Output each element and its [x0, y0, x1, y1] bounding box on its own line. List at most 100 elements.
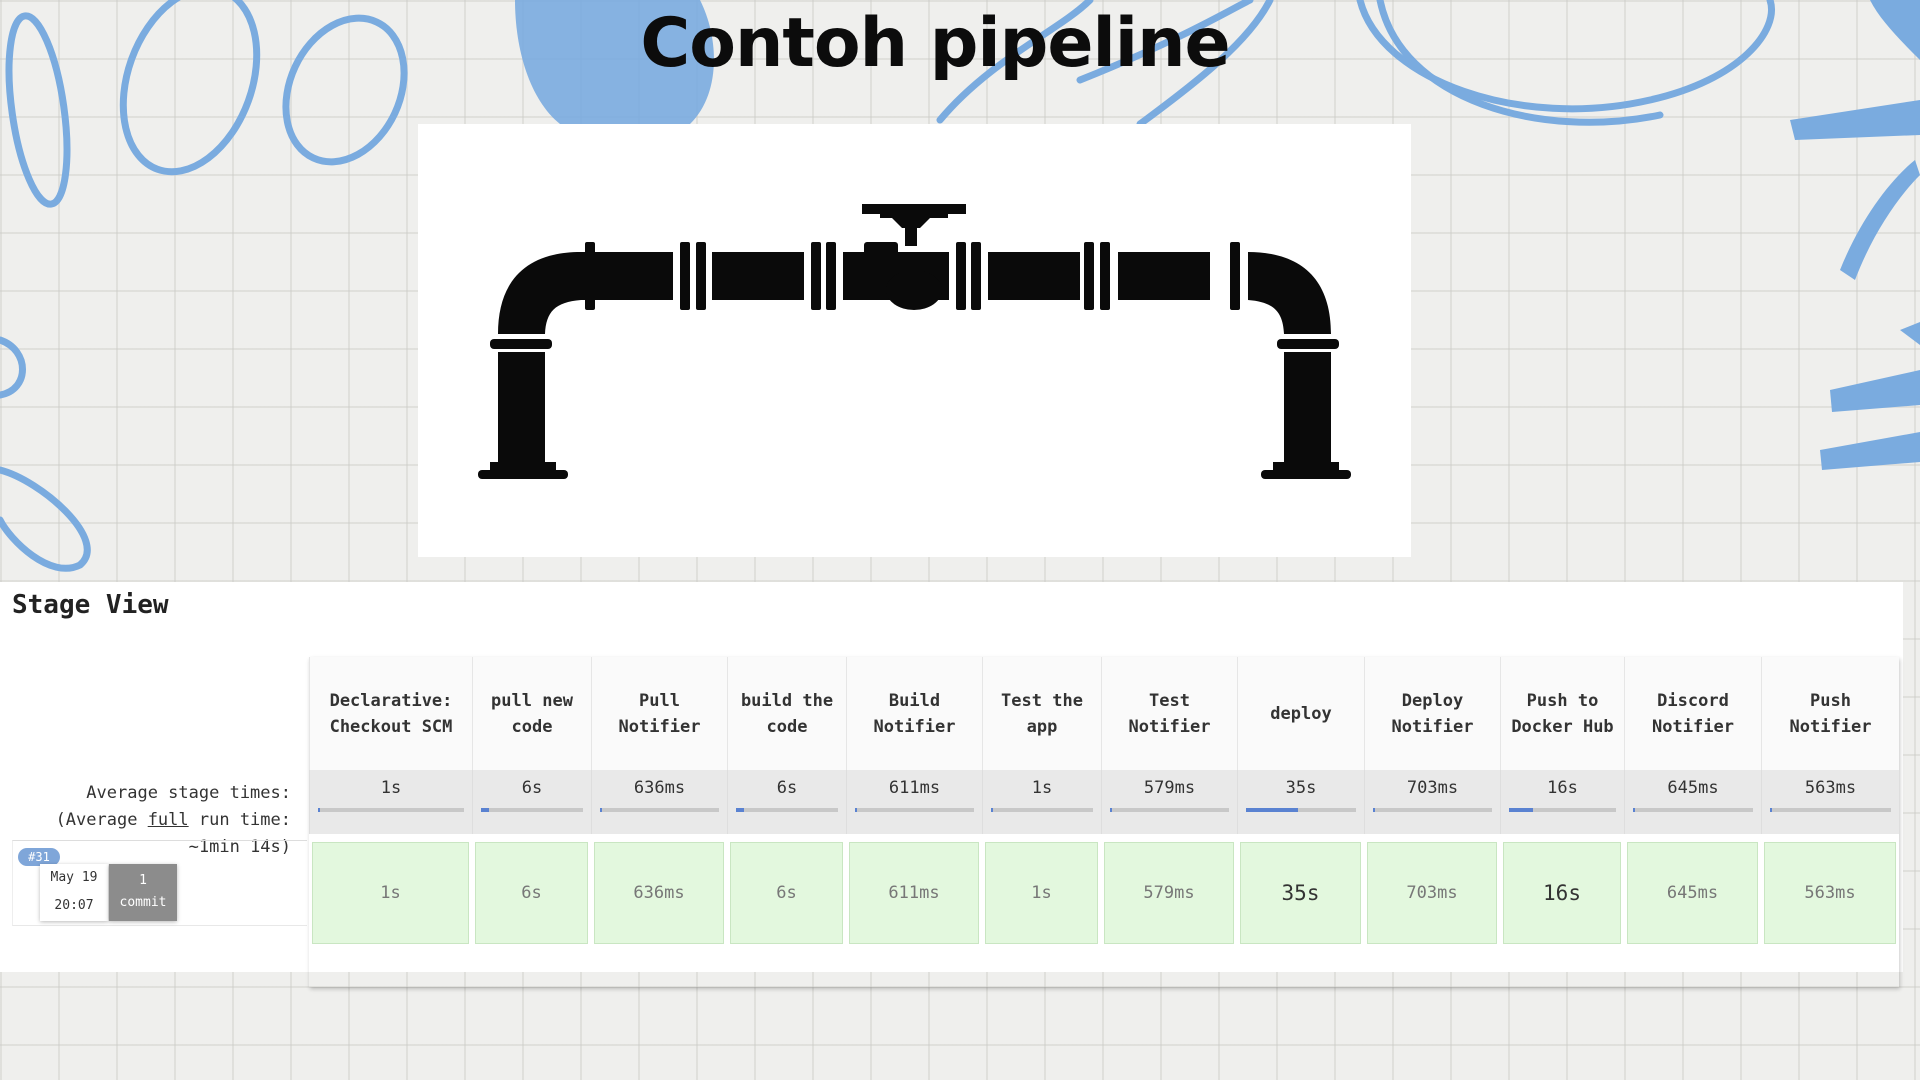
stage-header: pull new code — [472, 657, 591, 770]
stage-duration-bar — [318, 808, 464, 812]
stage-header: Push Notifier — [1761, 657, 1899, 770]
stage-duration-bar-fill — [1509, 808, 1533, 812]
stage-result-cell[interactable]: 579ms — [1104, 842, 1234, 944]
stage-average: 6s — [472, 770, 591, 834]
average-prefix-text: (Average — [55, 810, 148, 830]
stage-column: Discord Notifier 645ms 645ms — [1624, 657, 1761, 947]
stage-duration-bar — [1770, 808, 1891, 812]
stage-name: Pull Notifier — [618, 690, 701, 737]
stage-result-time: 611ms — [888, 883, 940, 903]
stage-result-time: 6s — [521, 883, 542, 903]
stage-header: Test the app — [982, 657, 1101, 770]
stage-average-time: 6s — [521, 778, 543, 798]
stage-result-cell[interactable]: 1s — [312, 842, 469, 944]
pipe-icon — [478, 204, 1351, 479]
commit-count: 1 — [139, 873, 147, 888]
stage-average-time: 636ms — [633, 778, 686, 798]
stage-result-time: 579ms — [1143, 883, 1195, 903]
stage-name: Test Notifier — [1128, 690, 1211, 737]
stage-column: Declarative: Checkout SCM 1s 1s — [309, 657, 472, 947]
stage-average: 579ms — [1101, 770, 1237, 834]
stage-column: Push Notifier 563ms 563ms — [1761, 657, 1899, 947]
build-number-badge[interactable]: #31 — [18, 848, 60, 866]
stage-duration-bar-fill — [1633, 808, 1635, 812]
stage-duration-bar — [1373, 808, 1492, 812]
stage-result-time: 1s — [1031, 883, 1052, 903]
stage-column: pull new code 6s 6s — [472, 657, 591, 947]
stage-duration-bar-fill — [736, 808, 744, 812]
stage-result-cell[interactable]: 1s — [985, 842, 1098, 944]
stage-result-time: 636ms — [633, 883, 685, 903]
stage-duration-bar — [1509, 808, 1616, 812]
stage-result-cell[interactable]: 35s — [1240, 842, 1361, 944]
stage-average: 563ms — [1761, 770, 1899, 834]
stage-result-time: 35s — [1281, 881, 1320, 905]
stage-average: 6s — [727, 770, 846, 834]
stage-result-cell[interactable]: 6s — [475, 842, 588, 944]
stage-header: Build Notifier — [846, 657, 982, 770]
stage-result-time: 645ms — [1666, 883, 1719, 903]
stage-result-cell[interactable]: 636ms — [594, 842, 724, 944]
stage-average: 1s — [982, 770, 1101, 834]
stage-average: 35s — [1237, 770, 1364, 834]
stage-result-cell[interactable]: 6s — [730, 842, 843, 944]
stage-view-panel: Stage View Average stage times: (Average… — [0, 582, 1903, 972]
build-run-row — [12, 840, 307, 926]
stage-header: Pull Notifier — [591, 657, 727, 770]
stage-column: Test Notifier 579ms 579ms — [1101, 657, 1237, 947]
stage-average-time: 645ms — [1667, 778, 1719, 798]
stage-duration-bar — [481, 808, 583, 812]
stage-result-cell[interactable]: 16s — [1503, 842, 1621, 944]
stage-average-time: 1s — [1031, 778, 1053, 798]
stage-column: build the code 6s 6s — [727, 657, 846, 947]
build-date[interactable]: May 19 20:07 — [40, 864, 108, 921]
average-times-label: Average stage times: (Average full run t… — [1, 780, 291, 861]
commit-label: commit — [119, 895, 167, 910]
run-time-suffix-text: run time: — [188, 810, 291, 830]
pipeline-illustration-card — [418, 124, 1411, 557]
stage-duration-bar-fill — [1770, 808, 1772, 812]
stage-result-time: 6s — [776, 883, 797, 903]
build-date-day: May 19 — [50, 870, 98, 885]
build-date-time: 20:07 — [54, 898, 94, 913]
stage-result-time: 703ms — [1406, 883, 1458, 903]
stage-duration-bar — [855, 808, 974, 812]
stage-average-time: 6s — [776, 778, 798, 798]
stage-column: Build Notifier 611ms 611ms — [846, 657, 982, 947]
stage-result-cell[interactable]: 611ms — [849, 842, 979, 944]
stage-column: deploy 35s 35s — [1237, 657, 1364, 947]
stage-name: pull new code — [491, 690, 573, 737]
stage-result-time: 563ms — [1804, 883, 1856, 903]
stage-result-cell[interactable]: 703ms — [1367, 842, 1497, 944]
slide-title: Contoh pipeline — [640, 4, 1230, 83]
stage-average-time: 1s — [380, 778, 402, 798]
stage-header: Deploy Notifier — [1364, 657, 1500, 770]
stage-duration-bar — [1246, 808, 1356, 812]
stage-duration-bar-fill — [318, 808, 320, 812]
stage-average: 611ms — [846, 770, 982, 834]
stage-column: Pull Notifier 636ms 636ms — [591, 657, 727, 947]
stage-average: 16s — [1500, 770, 1624, 834]
stage-duration-bar-fill — [600, 808, 602, 812]
stage-result-cell[interactable]: 645ms — [1627, 842, 1758, 944]
stage-average-time: 611ms — [888, 778, 941, 798]
commit-count-button[interactable]: 1 commit — [109, 864, 177, 921]
stage-duration-bar-fill — [481, 808, 489, 812]
stage-result-time: 16s — [1543, 881, 1581, 905]
stage-header: Discord Notifier — [1624, 657, 1761, 770]
stage-result-cell[interactable]: 563ms — [1764, 842, 1896, 944]
full-run-link[interactable]: full — [147, 810, 189, 830]
stage-name: Discord Notifier — [1652, 690, 1734, 737]
stage-view-title: Stage View — [12, 590, 169, 620]
stage-name: build the code — [740, 690, 834, 737]
stage-name: Deploy Notifier — [1391, 690, 1474, 737]
stage-average-time: 703ms — [1406, 778, 1459, 798]
stage-duration-bar — [991, 808, 1093, 812]
stage-header: Test Notifier — [1101, 657, 1237, 770]
stage-name: Test the app — [1001, 690, 1083, 737]
stage-duration-bar-fill — [1373, 808, 1375, 812]
stage-name: Build Notifier — [873, 690, 956, 737]
stage-header: Push to Docker Hub — [1500, 657, 1624, 770]
stage-duration-bar-fill — [1110, 808, 1112, 812]
stage-duration-bar-fill — [991, 808, 993, 812]
